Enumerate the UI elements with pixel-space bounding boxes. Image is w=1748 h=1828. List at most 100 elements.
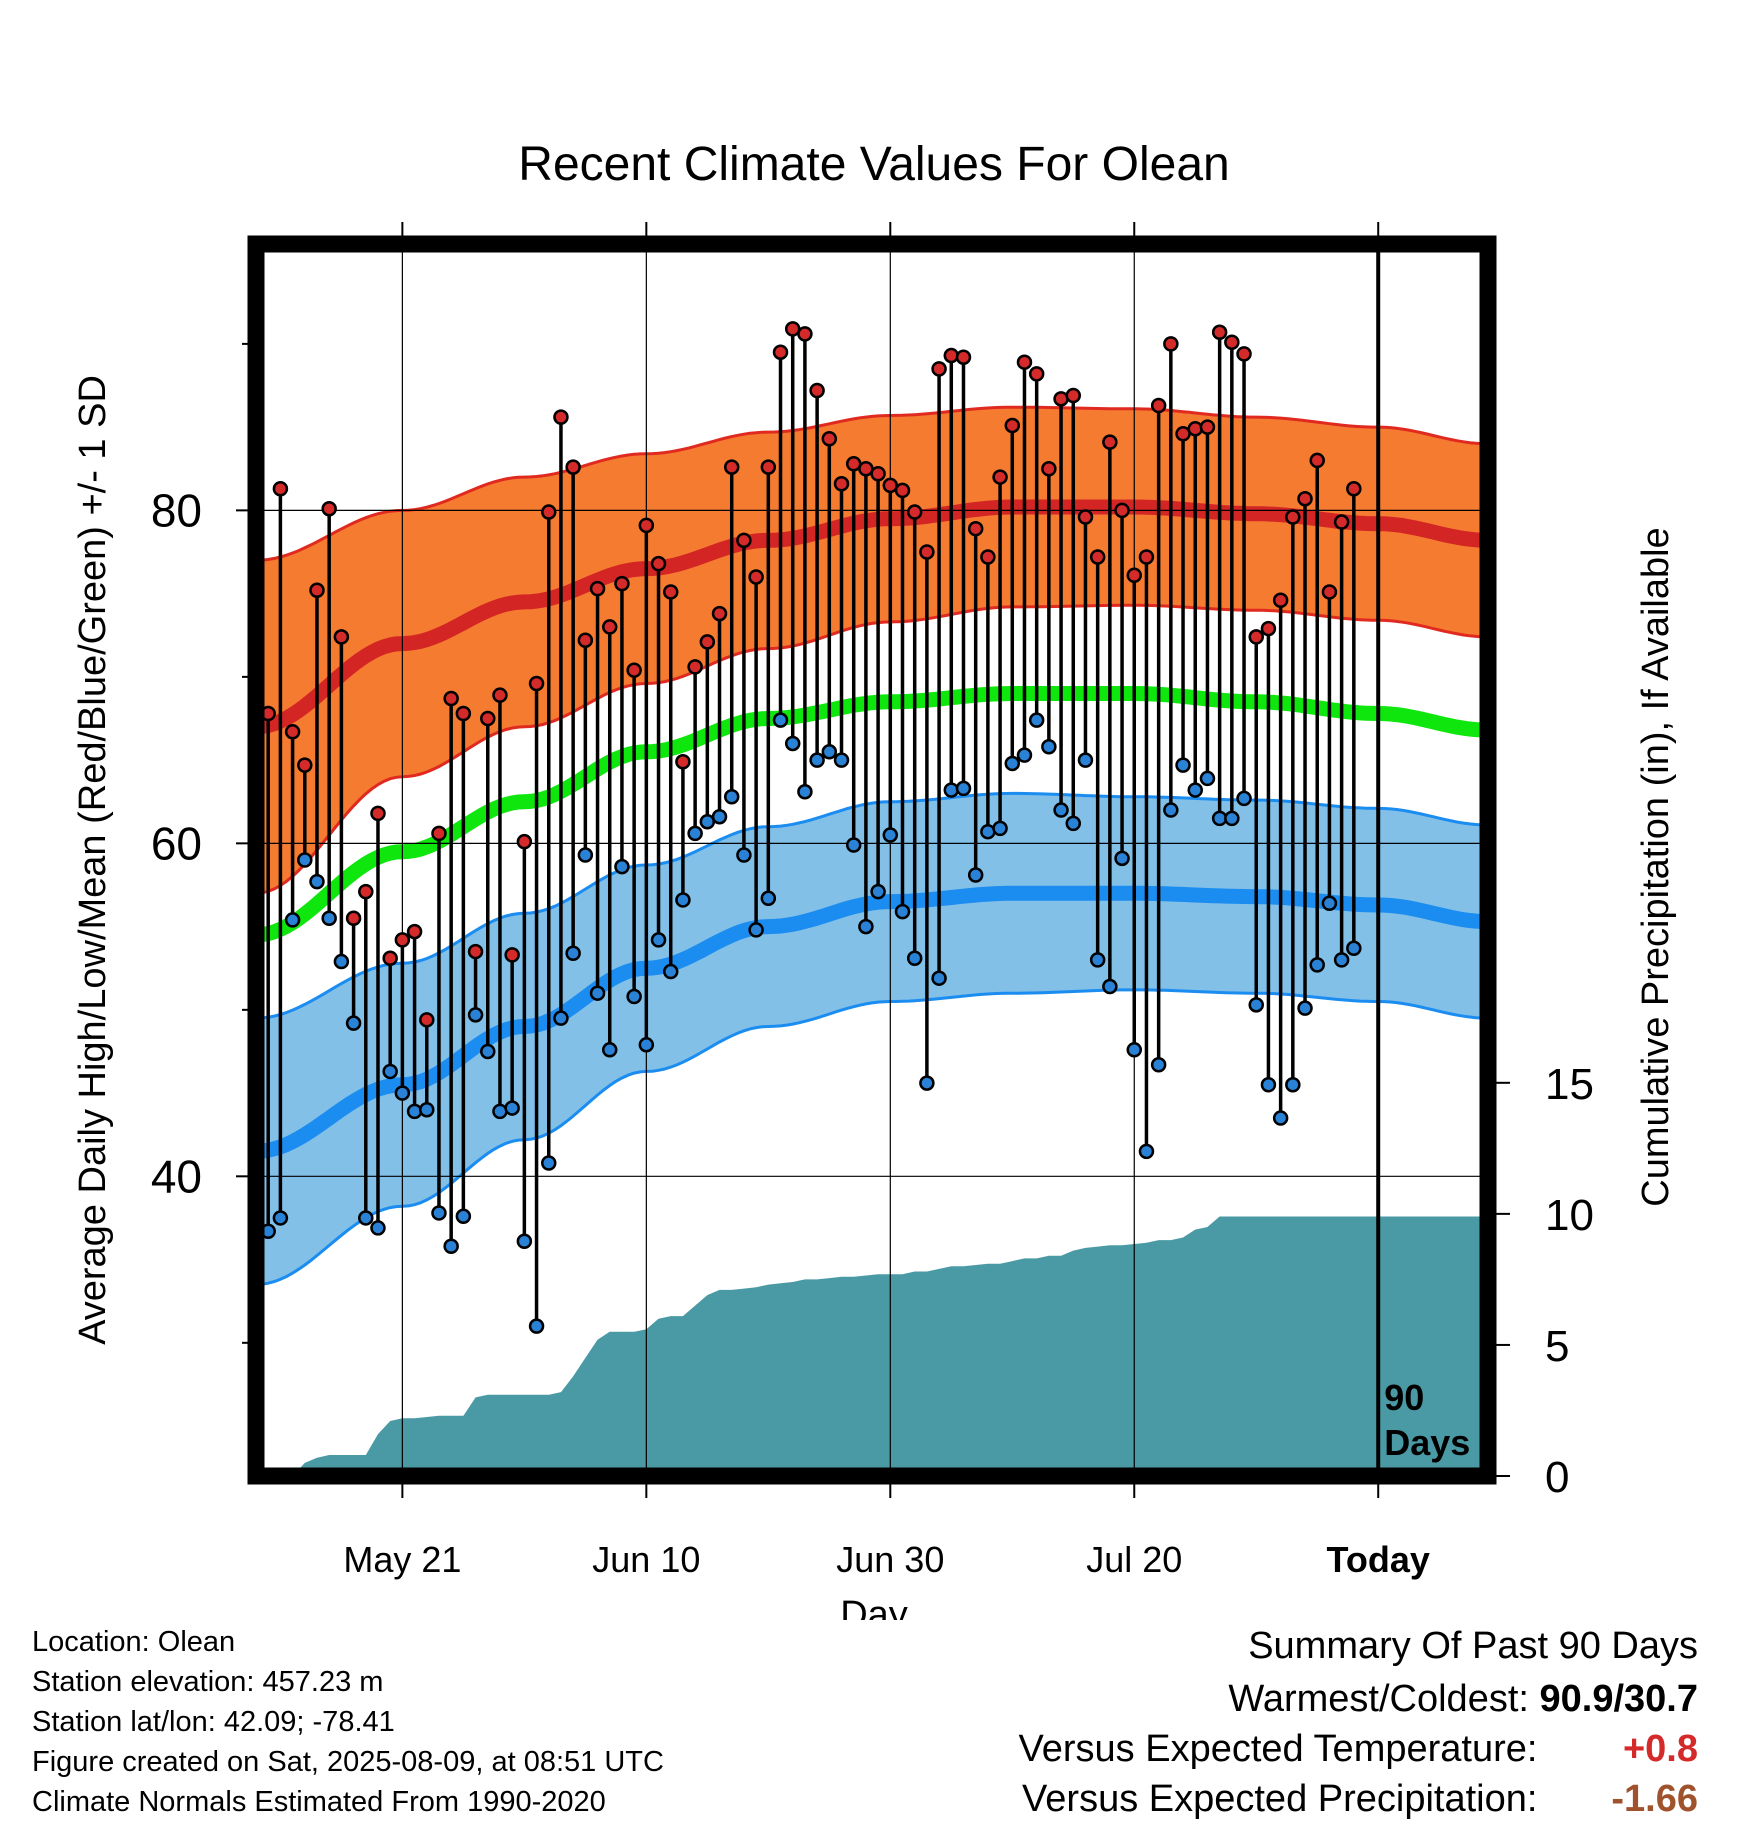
high-point [541, 504, 557, 520]
low-point [1346, 940, 1362, 956]
low-point [1126, 1042, 1143, 1058]
high-point [1187, 421, 1203, 437]
high-point [1211, 324, 1228, 340]
precip-value: -1.66 [1611, 1778, 1698, 1820]
precip-area [293, 1216, 1485, 1475]
high-point [1004, 417, 1021, 434]
warmest-row: Warmest/Coldest: 90.9/30.7 [1019, 1674, 1698, 1724]
high-point [370, 805, 386, 822]
high-point [638, 517, 655, 534]
high-point [1272, 592, 1289, 609]
high-point [809, 382, 825, 399]
low-point [821, 744, 838, 760]
high-point [309, 582, 325, 599]
high-upper-edge [255, 405, 1485, 562]
x-tick-label: Jul 20 [1086, 1539, 1182, 1580]
low-point [1077, 752, 1094, 768]
high-point [1114, 502, 1130, 519]
low-point [809, 752, 825, 768]
low-point [931, 970, 947, 986]
high-point [406, 923, 423, 940]
low-point [1138, 1143, 1155, 1160]
low-point [528, 1318, 545, 1334]
low-point [1053, 802, 1069, 818]
plot-area [255, 405, 1485, 1475]
high-point [1333, 514, 1350, 530]
low-point [626, 988, 642, 1005]
high-point [1126, 567, 1143, 584]
low-point [1102, 978, 1118, 995]
low-point [516, 1233, 533, 1250]
low-point [1016, 747, 1033, 763]
low-point [1260, 1077, 1277, 1093]
y2-tick-label: 0 [1545, 1453, 1569, 1502]
x-tick-label: Today [1327, 1539, 1430, 1580]
low-point [1114, 850, 1130, 867]
low-point [955, 780, 972, 797]
low-point [784, 735, 801, 752]
low-point [406, 1103, 423, 1120]
low-point [455, 1208, 472, 1225]
axis-ticks: May 21 Jun 10 Jun 30 Jul 20 Today 40 60 80 0 5 10 1… [151, 222, 1594, 1580]
chart-title: Recent Climate Values For Olean [518, 138, 1229, 191]
high-point [1248, 629, 1264, 645]
low-point [1224, 810, 1240, 827]
low-point [577, 847, 594, 863]
high-point [736, 532, 752, 549]
low-point [1028, 712, 1045, 728]
low-point [992, 820, 1008, 837]
high-point [443, 690, 459, 707]
low-point [431, 1205, 447, 1221]
low-point [1297, 1000, 1313, 1016]
low-point [419, 1101, 435, 1118]
low-point [480, 1043, 496, 1060]
high-point [589, 580, 606, 597]
y2-axis-label: Cumulative Precipitation (in), If Availa… [1635, 527, 1677, 1206]
high-point [1309, 452, 1325, 469]
low-point [833, 752, 850, 768]
y2-tick-label: 10 [1545, 1191, 1594, 1240]
low-point [723, 788, 740, 805]
low-point [1333, 952, 1350, 968]
low-point [1004, 755, 1021, 772]
high-point [760, 459, 777, 475]
low-point [284, 912, 301, 928]
high-point [601, 619, 618, 635]
high-point [1138, 549, 1155, 565]
high-point [565, 459, 581, 475]
low-point [589, 985, 606, 1001]
high-point [1102, 434, 1118, 450]
high-point [943, 347, 960, 364]
low-point [675, 892, 691, 908]
precip-row: Versus Expected Precipitation: -1.66 [1019, 1774, 1698, 1824]
high-point [955, 349, 972, 365]
station-info: Location: Olean Station elevation: 457.2… [32, 1622, 664, 1822]
low-point [748, 922, 764, 938]
high-point [1077, 509, 1094, 525]
y-tick-label: 80 [151, 484, 202, 536]
high-point [772, 344, 789, 360]
low-point [943, 782, 960, 798]
low-point [272, 1210, 289, 1226]
low-lower-edge [255, 988, 1485, 1286]
high-point [516, 833, 533, 850]
high-point [967, 520, 984, 537]
low-point [297, 852, 313, 868]
high-point [699, 634, 716, 650]
low-point [504, 1100, 520, 1116]
low-point [845, 837, 862, 853]
high-point [1028, 366, 1045, 382]
low-point [1089, 952, 1106, 968]
low-point [565, 945, 581, 961]
high-point [394, 932, 411, 948]
low-point [772, 712, 789, 728]
high-point [577, 632, 594, 648]
high-point [333, 629, 350, 645]
elevation-text: Station elevation: 457.23 m [32, 1666, 384, 1698]
high-point [528, 675, 545, 692]
high-point [504, 947, 520, 963]
high-point [894, 482, 911, 499]
y-tick-label: 40 [151, 1150, 202, 1202]
low-point [760, 890, 777, 907]
